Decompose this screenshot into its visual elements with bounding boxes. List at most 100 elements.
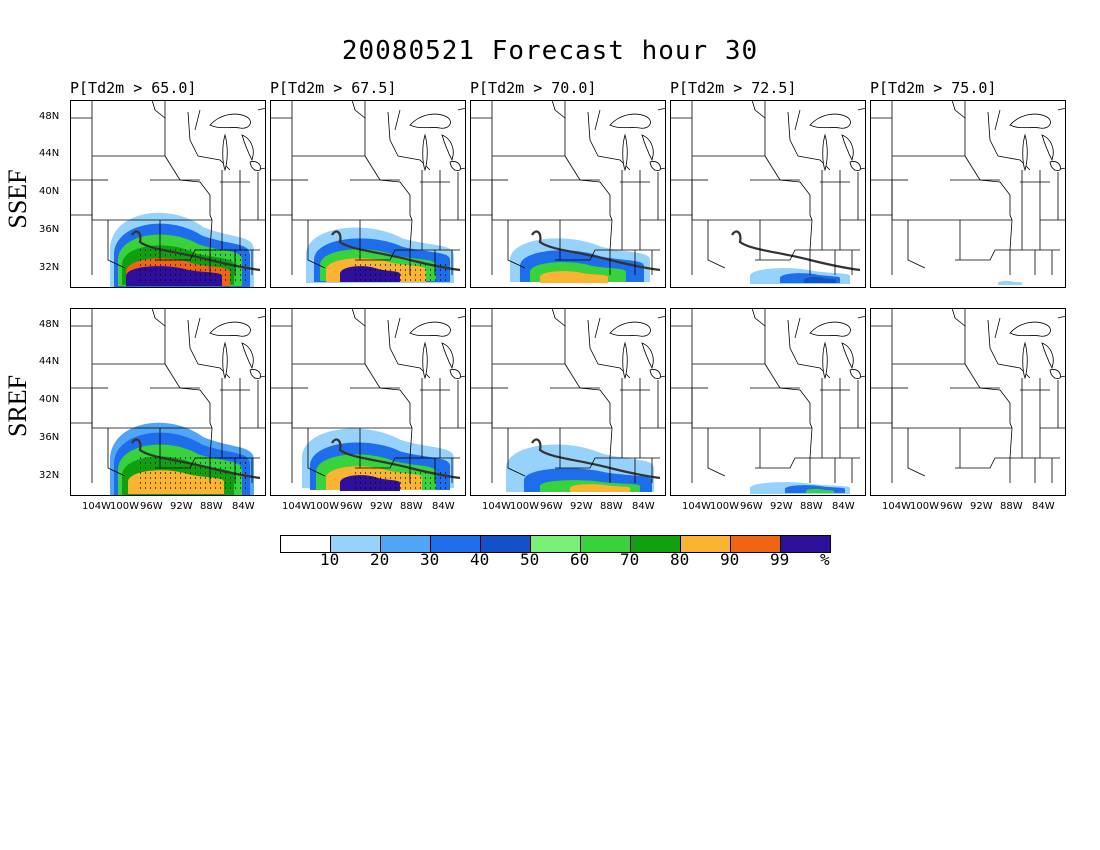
state-boundary: [787, 111, 799, 157]
state-boundary: [599, 389, 613, 429]
lon-tick-label: 88W: [200, 501, 223, 512]
state-boundary: [1057, 315, 1066, 319]
state-boundary: [751, 100, 766, 119]
lake-outline: [849, 161, 861, 171]
colorbar-tick-label: 40: [470, 550, 490, 569]
lake-outline: [1041, 134, 1054, 162]
state-boundary: [787, 319, 799, 365]
lake-outline: [849, 369, 861, 379]
state-boundary: [599, 181, 613, 221]
colorbar-tick-label: 60: [570, 550, 590, 569]
lat-tick-label: 48N: [39, 111, 60, 122]
row-label-sref: SREF: [3, 374, 32, 437]
state-boundary: [764, 155, 801, 183]
lake-outline: [209, 113, 251, 129]
state-boundary: [857, 315, 866, 319]
lon-tick-label: 100W: [510, 501, 539, 512]
colorbar-swatch: [631, 536, 681, 552]
map-canvas: [670, 308, 866, 496]
state-boundary: [187, 319, 199, 365]
lake-outline: [1049, 161, 1061, 171]
state-boundary: [707, 220, 726, 269]
probability-shading: [998, 281, 1022, 285]
colorbar-tick-label: 20: [370, 550, 390, 569]
state-boundary: [594, 317, 601, 339]
lon-tick-label: 88W: [800, 501, 823, 512]
colorbar-swatch: [731, 536, 781, 552]
state-boundary: [257, 315, 266, 319]
colorbar-tick-label: %: [820, 550, 830, 569]
probability-shading: [804, 277, 836, 283]
state-boundary: [597, 155, 631, 171]
panel-frame: [470, 308, 666, 496]
lat-tick-label: 36N: [39, 432, 60, 443]
panel-title: P[Td2m > 72.5]: [670, 79, 797, 97]
state-boundary: [270, 179, 308, 221]
state-boundary: [794, 317, 801, 339]
state-boundary: [1009, 427, 1013, 483]
state-boundary: [587, 319, 599, 365]
panel-frame: [70, 100, 266, 288]
state-boundary: [355, 249, 410, 261]
colorbar-tick-label: 50: [520, 550, 540, 569]
state-boundary: [1057, 107, 1066, 111]
map-canvas: [870, 308, 1066, 496]
state-boundary: [797, 363, 831, 379]
lon-tick-label: 96W: [340, 501, 363, 512]
stippling: [355, 472, 446, 489]
state-boundary: [870, 179, 908, 221]
lake-outline: [422, 133, 428, 172]
panel-title: P[Td2m > 70.0]: [470, 79, 597, 97]
lon-tick-label: 96W: [540, 501, 563, 512]
state-boundary: [199, 181, 213, 221]
state-boundary: [587, 111, 599, 157]
state-boundary: [1009, 219, 1013, 275]
colorbar-tick-label: 70: [620, 550, 640, 569]
colorbar-swatch: [531, 536, 581, 552]
colorbar-swatch: [781, 536, 830, 552]
lake-outline: [622, 341, 628, 380]
lake-outline: [249, 161, 261, 171]
panel-title: P[Td2m > 65.0]: [70, 79, 197, 97]
lon-tick-label: 84W: [232, 501, 255, 512]
colorbar-tick-label: 99: [770, 550, 790, 569]
state-boundary: [194, 317, 201, 339]
map-panel-ssef-2: [270, 100, 466, 288]
state-boundary: [270, 387, 308, 429]
state-boundary: [670, 387, 708, 429]
lake-outline: [841, 134, 854, 162]
colorbar-tick-label: 30: [420, 550, 440, 569]
state-boundary: [707, 428, 726, 477]
observed-contour: [331, 230, 461, 272]
state-boundary: [594, 109, 601, 131]
lon-tick-label: 104W: [882, 501, 911, 512]
lake-outline: [441, 342, 454, 370]
lake-outline: [241, 342, 254, 370]
lon-tick-label: 96W: [140, 501, 163, 512]
state-boundary: [657, 107, 666, 111]
state-boundary: [751, 308, 766, 327]
lake-outline: [449, 369, 461, 379]
state-boundary: [107, 220, 126, 269]
lon-tick-label: 104W: [82, 501, 111, 512]
state-boundary: [809, 427, 813, 483]
row-label-ssef: SSEF: [3, 169, 32, 229]
state-boundary: [164, 155, 201, 183]
panel-frame: [470, 100, 666, 288]
map-panel-sref-4: [670, 308, 866, 496]
lon-tick-label: 88W: [600, 501, 623, 512]
state-boundary: [797, 155, 831, 171]
lake-outline: [1022, 341, 1028, 380]
map-canvas: [670, 100, 866, 288]
colorbar: [280, 535, 831, 553]
state-boundary: [994, 317, 1001, 339]
map-panel-ssef-4: [670, 100, 866, 288]
state-boundary: [955, 457, 1010, 469]
lon-tick-label: 104W: [282, 501, 311, 512]
colorbar-swatch: [381, 536, 431, 552]
colorbar-tick-label: 80: [670, 550, 690, 569]
lon-tick-label: 92W: [970, 501, 993, 512]
state-boundary: [551, 308, 566, 327]
state-boundary: [994, 109, 1001, 131]
lon-tick-label: 100W: [910, 501, 939, 512]
